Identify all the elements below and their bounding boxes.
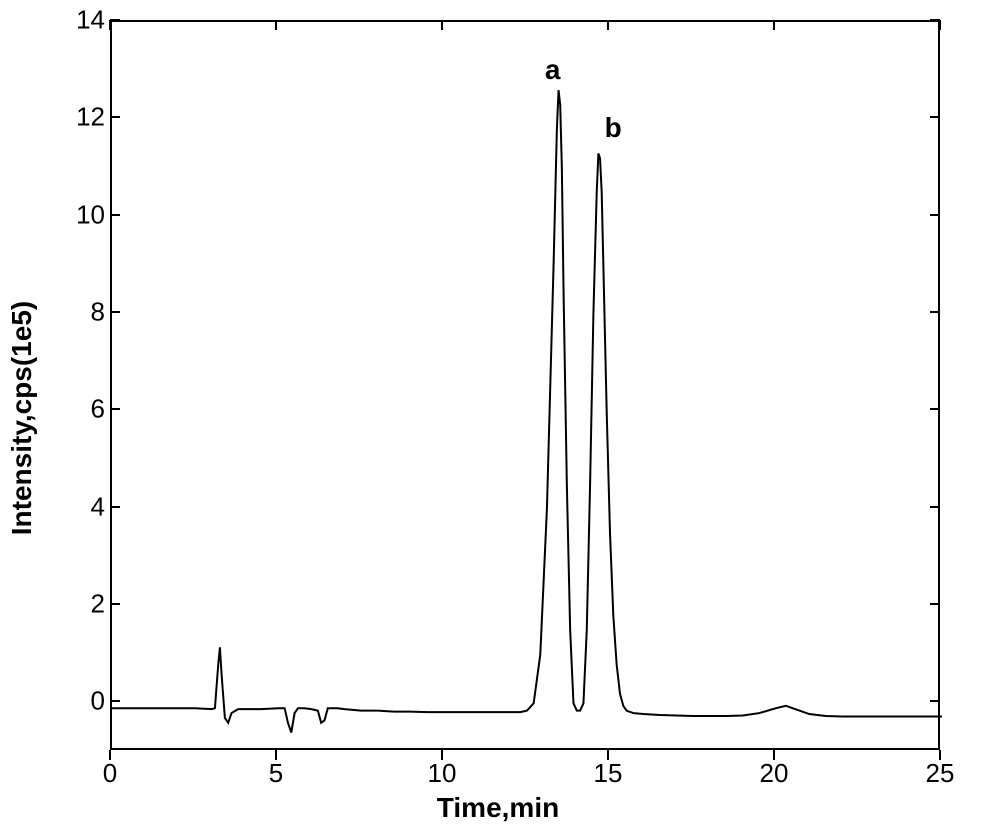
x-tick-label: 10 — [428, 758, 457, 789]
y-tick-label: 2 — [55, 589, 105, 620]
y-axis-label: Intensity,cps(1e5) — [6, 301, 38, 535]
x-axis-label: Time,min — [0, 792, 996, 824]
y-tick-mark — [110, 603, 120, 605]
y-tick-label: 8 — [55, 297, 105, 328]
y-tick-label: 0 — [55, 686, 105, 717]
x-tick-label: 5 — [269, 758, 283, 789]
y-tick-mark — [930, 506, 940, 508]
y-tick-label: 14 — [55, 5, 105, 36]
x-tick-mark — [109, 20, 111, 30]
x-tick-mark — [109, 750, 111, 760]
y-tick-mark — [930, 603, 940, 605]
chromatogram-line — [112, 22, 942, 752]
peak-label: b — [605, 112, 622, 144]
x-tick-label: 0 — [103, 758, 117, 789]
x-tick-mark — [773, 20, 775, 30]
chart-container — [110, 20, 940, 750]
y-tick-mark — [930, 408, 940, 410]
y-tick-mark — [110, 408, 120, 410]
y-tick-label: 10 — [55, 199, 105, 230]
y-tick-mark — [930, 700, 940, 702]
y-tick-mark — [110, 311, 120, 313]
x-tick-mark — [441, 750, 443, 760]
x-tick-mark — [939, 20, 941, 30]
y-tick-label: 12 — [55, 102, 105, 133]
y-tick-label: 6 — [55, 394, 105, 425]
x-tick-mark — [607, 20, 609, 30]
y-tick-mark — [110, 700, 120, 702]
y-tick-mark — [930, 214, 940, 216]
x-tick-mark — [275, 20, 277, 30]
x-tick-mark — [939, 750, 941, 760]
y-tick-label: 4 — [55, 491, 105, 522]
x-tick-mark — [275, 750, 277, 760]
x-tick-mark — [441, 20, 443, 30]
y-tick-mark — [930, 311, 940, 313]
y-tick-mark — [110, 19, 120, 21]
plot-area — [110, 20, 940, 750]
x-tick-label: 15 — [594, 758, 623, 789]
peak-label: a — [545, 54, 561, 86]
x-tick-mark — [607, 750, 609, 760]
y-tick-mark — [110, 506, 120, 508]
x-tick-label: 20 — [760, 758, 789, 789]
y-tick-mark — [110, 116, 120, 118]
y-tick-mark — [110, 214, 120, 216]
y-tick-mark — [930, 116, 940, 118]
x-tick-mark — [773, 750, 775, 760]
x-tick-label: 25 — [926, 758, 955, 789]
